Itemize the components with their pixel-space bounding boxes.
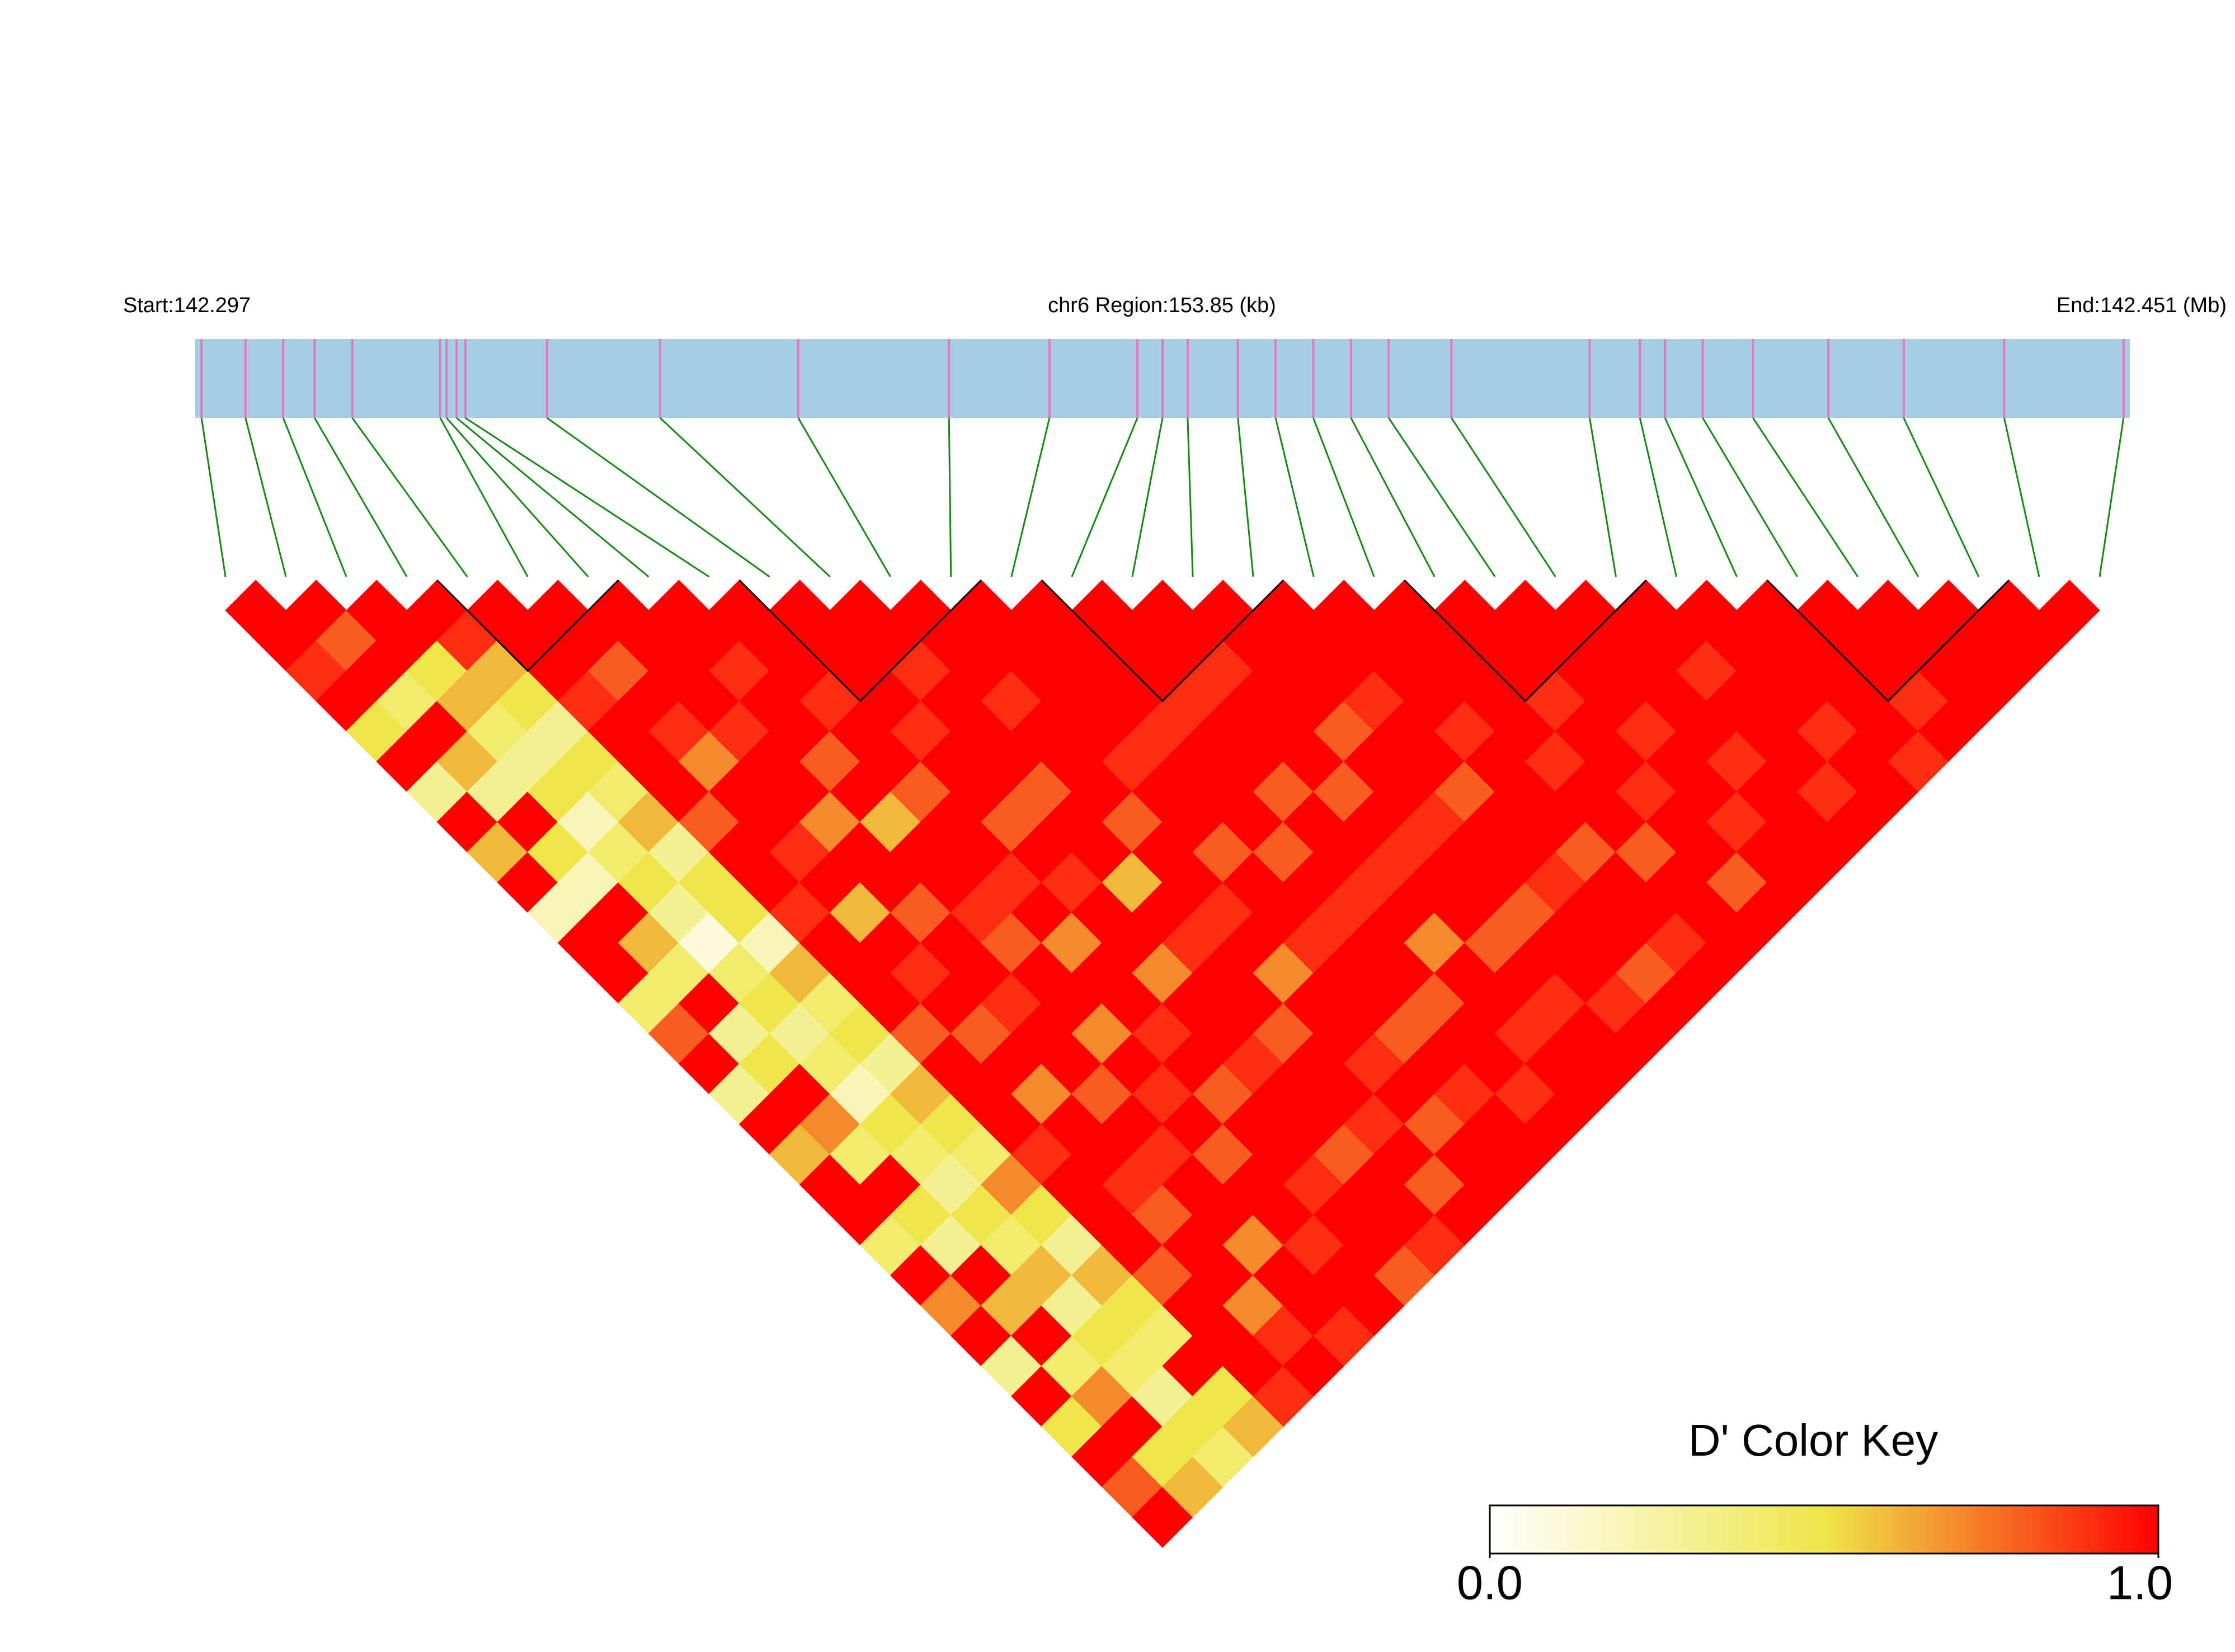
snp-connector	[351, 417, 468, 577]
snp-connector	[445, 417, 589, 577]
snp-connector	[464, 417, 710, 578]
key-tick-label: 1.0	[2107, 1556, 2173, 1609]
snp-connector	[314, 417, 408, 577]
snp-connector	[1071, 417, 1138, 577]
snp-connector	[1588, 417, 1617, 577]
ld-block	[1766, 579, 2010, 703]
snp-connector	[282, 417, 347, 577]
snp-connector	[439, 417, 529, 577]
ld-cell	[2039, 580, 2100, 641]
snp-connector	[546, 417, 770, 578]
end-label: End:142.451 (Mb)	[2057, 294, 2227, 317]
legend-title: D' Color Key	[1688, 1415, 1938, 1465]
snp-connector	[1752, 417, 1858, 577]
ld-block	[1041, 579, 1284, 703]
snp-connector	[244, 417, 287, 577]
snp-connector	[2003, 417, 2040, 577]
snp-connector	[1451, 417, 1556, 577]
snp-connector	[1639, 417, 1677, 577]
region-label: chr6 Region:153.85 (kb)	[1048, 294, 1276, 317]
ld-block	[1404, 579, 1647, 703]
snp-connector	[2098, 417, 2125, 577]
ld-block	[436, 579, 619, 672]
snp-connector	[1664, 417, 1738, 577]
key-tick-label: 0.0	[1457, 1556, 1523, 1609]
snp-connector	[1010, 417, 1051, 577]
start-label: Start:142.297	[123, 294, 251, 317]
snp-connector	[1827, 417, 1919, 577]
snp-connector	[1350, 417, 1436, 577]
snp-connector	[659, 417, 831, 578]
snp-connector	[948, 417, 952, 577]
snp-connector	[1312, 417, 1375, 577]
snp-connector	[1387, 417, 1496, 577]
snp-connector	[1702, 417, 1798, 577]
snp-connector	[456, 417, 650, 578]
snp-connector	[1903, 417, 1980, 577]
snp-connector	[1187, 417, 1194, 577]
snp-connector	[1274, 417, 1315, 577]
ld-block	[738, 579, 982, 703]
snp-connector	[200, 417, 227, 577]
color-key	[1489, 1504, 2159, 1555]
snp-connector	[1237, 417, 1254, 577]
snp-connector	[1131, 417, 1164, 577]
snp-connector	[797, 417, 892, 577]
